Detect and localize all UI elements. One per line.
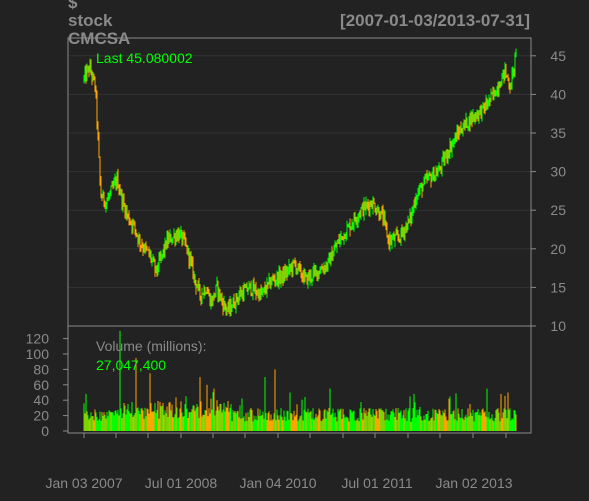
x-tick-label: Jul 01 2008 xyxy=(145,475,218,491)
volume-last-value: 27,047,400 xyxy=(96,357,166,373)
volume-label: Volume (millions): xyxy=(96,338,206,354)
x-tick-label: Jan 02 2013 xyxy=(435,475,512,491)
volume-y-tick-label: 100 xyxy=(26,346,50,362)
price-panel-frame xyxy=(67,37,532,327)
volume-y-tick-label: 20 xyxy=(33,408,49,424)
x-axis: Jan 03 2007 Jul 01 2008 Jan 04 2010 Jul 01 … xyxy=(45,432,516,491)
price-y-tick-label: 45 xyxy=(550,48,566,64)
x-tick-label: Jan 04 2010 xyxy=(239,475,316,491)
price-y-tick-label: 15 xyxy=(550,279,566,295)
price-gridlines xyxy=(68,55,531,327)
price-y-tick-label: 30 xyxy=(550,164,566,180)
x-tick-label: Jul 01 2011 xyxy=(341,475,413,491)
volume-y-tick-label: 60 xyxy=(33,377,49,393)
chart-title-currency: $ xyxy=(68,0,78,12)
chart-title-type: stock xyxy=(68,11,113,30)
price-y-tick-label: 40 xyxy=(550,86,566,102)
price-candles xyxy=(83,48,517,317)
price-y-tick-label: 20 xyxy=(550,241,566,257)
price-y-tick-label: 35 xyxy=(550,125,566,141)
price-y-tick-label: 10 xyxy=(550,318,566,334)
volume-bars xyxy=(83,330,517,431)
date-range-label: [2007-01-03/2013-07-31] xyxy=(340,11,530,30)
volume-y-tick-label: 120 xyxy=(26,331,50,347)
volume-y-tick-label: 40 xyxy=(33,392,49,408)
x-tick-label: Jan 03 2007 xyxy=(45,475,122,491)
last-price-label: Last 45.080002 xyxy=(96,50,193,66)
price-y-tick-label: 25 xyxy=(550,202,566,218)
volume-y-tick-label: 80 xyxy=(33,361,49,377)
price-y-axis: 10 15 20 25 30 35 40 45 xyxy=(531,48,566,334)
volume-y-tick-label: 0 xyxy=(41,423,49,439)
